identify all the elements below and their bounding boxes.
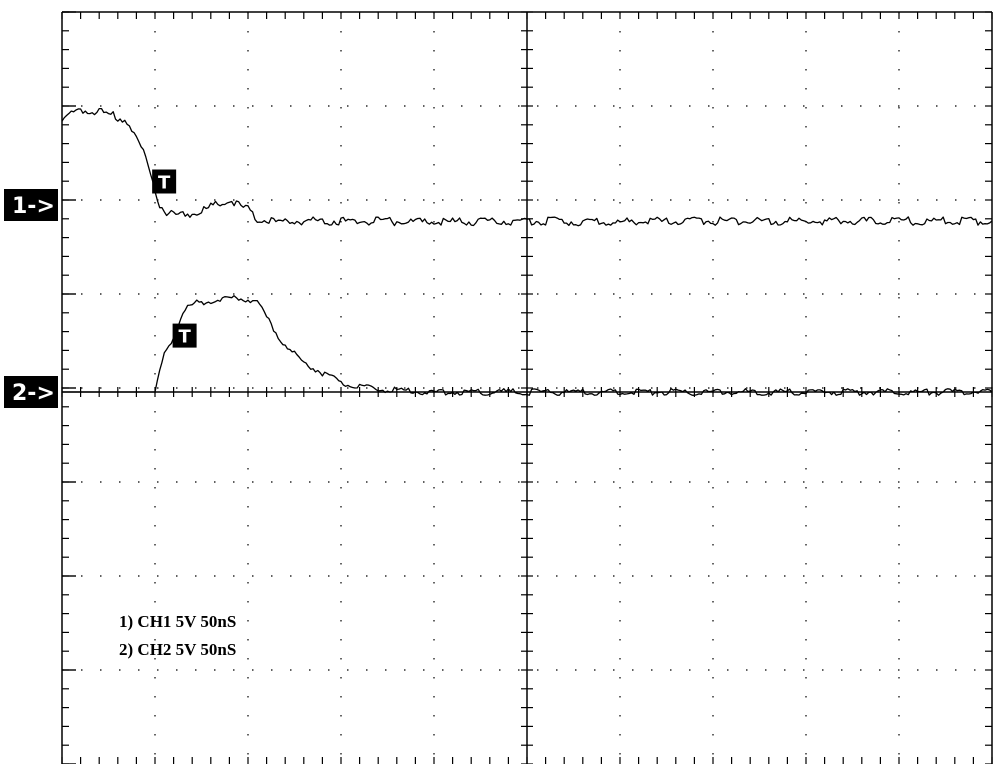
graticule — [61, 11, 993, 764]
trigger-marker-ch2 — [172, 323, 197, 348]
trigger-label-ch1: T — [158, 173, 171, 194]
channel-marker-ch2 — [4, 376, 58, 408]
trigger-marker-ch1 — [152, 169, 177, 194]
channel-markers: 1-> 2-> — [4, 189, 58, 408]
legend-line-ch1: 1) CH1 5V 50nS — [119, 612, 236, 631]
channel-marker-label-ch1: 1-> — [12, 194, 55, 219]
channel-marker-ch1 — [4, 189, 58, 221]
trace-ch2 — [62, 295, 993, 396]
traces: TT — [61, 107, 993, 396]
channel-legend: 1) CH1 5V 50nS 2) CH2 5V 50nS — [119, 612, 236, 659]
trigger-label-ch2: T — [178, 327, 191, 348]
channel-marker-label-ch2: 2-> — [12, 381, 55, 406]
legend-line-ch2: 2) CH2 5V 50nS — [119, 640, 236, 659]
trace-ch1 — [61, 107, 993, 227]
